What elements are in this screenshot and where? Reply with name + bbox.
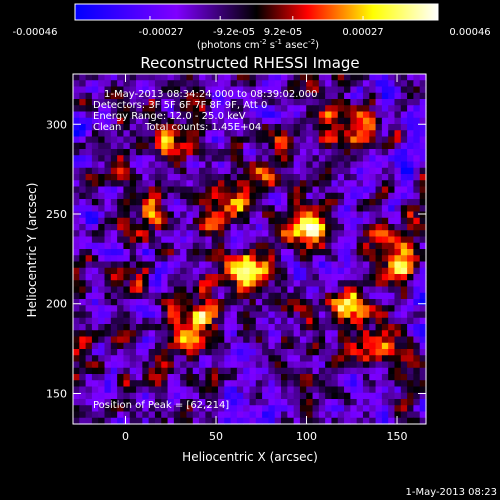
y-axis-label: Heliocentric Y (arcsec) [25, 183, 39, 318]
annotation-energy: Energy Range: 12.0 - 25.0 keV [93, 111, 246, 122]
colorbar-gradient [74, 3, 439, 21]
annotation-total-counts: Total counts: 1.45E+04 [144, 122, 261, 133]
colorbar-units: (photons cm-2 s-1 asec-2) [197, 38, 319, 51]
chart-title: Reconstructed RHESSI Image [140, 54, 359, 72]
heatmap-image [73, 74, 427, 425]
colorbar-tick-label: -0.00027 [139, 27, 184, 38]
colorbar-tick-label: 0.00027 [342, 27, 383, 38]
colorbar-tick-label: 0.00046 [449, 27, 490, 38]
colorbar: -0.00046 -0.00027 -9.2e-05 9.2e-05 0.00027 0.… [13, 3, 491, 51]
timestamp: 1-May-2013 08:23 [405, 487, 497, 498]
x-axis-label: Heliocentric X (arcsec) [182, 450, 318, 464]
annotation-time-range: 1-May-2013 08:34:24.000 to 08:39:02.000 [104, 89, 317, 100]
y-tick-label: 200 [46, 298, 67, 311]
colorbar-tick-label: -0.00046 [13, 27, 58, 38]
plot-area: 0 50 100 150 150 200 250 300 1-May-2013 08:34:2… [46, 73, 427, 443]
y-tick-label: 250 [46, 208, 67, 221]
y-tick-label: 150 [46, 387, 67, 400]
annotation-detectors: Detectors: 3F 5F 6F 7F 8F 9F, Att 0 [93, 100, 267, 111]
x-tick-label: 150 [387, 430, 408, 443]
colorbar-tick-label: 9.2e-05 [264, 27, 302, 38]
x-tick-label: 100 [296, 430, 317, 443]
colorbar-tick-label: -9.2e-05 [213, 27, 255, 38]
x-tick-label: 0 [122, 430, 129, 443]
x-tick-label: 50 [209, 430, 223, 443]
y-tick-label: 300 [46, 118, 67, 131]
plot-frame [72, 73, 427, 425]
annotation-clean: Clean [93, 122, 121, 133]
annotation-peak: Position of Peak = [62,214] [93, 400, 229, 411]
